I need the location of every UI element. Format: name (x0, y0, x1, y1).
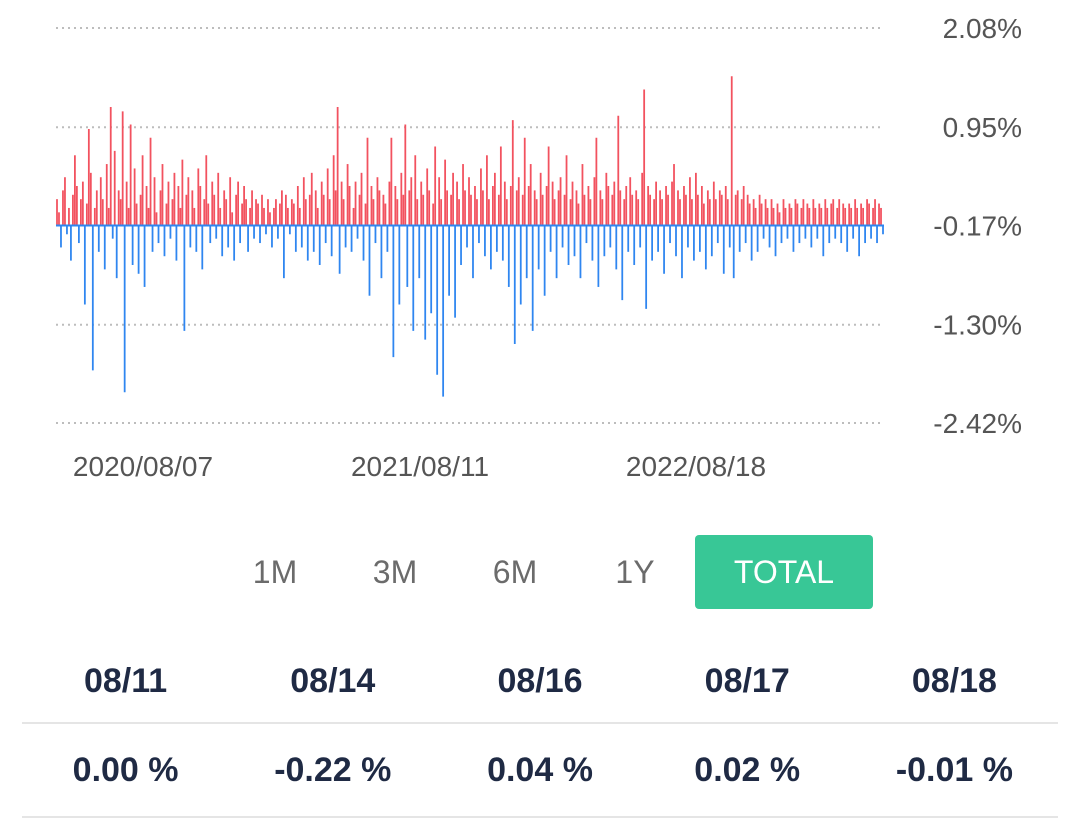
x-tick-label: 2021/08/11 (351, 451, 489, 482)
daily-change-chart: 2.08%0.95%-0.17%-1.30%-2.42% 2020/08/07 2… (56, 13, 1022, 482)
recent-changes-table: 08/11 08/14 08/16 08/17 08/18 0.00 % -0.… (22, 640, 1058, 818)
y-tick-label: -0.17% (933, 211, 1022, 242)
date-cell: 08/17 (704, 661, 790, 700)
date-cell: 08/18 (911, 661, 997, 700)
date-cell: 08/16 (497, 661, 583, 700)
value-cell: -0.22 % (274, 750, 392, 789)
period-3m-button[interactable]: 3M (372, 553, 418, 590)
period-1y-button[interactable]: 1Y (615, 553, 655, 590)
value-cell: 0.02 % (694, 750, 801, 789)
x-tick-label: 2020/08/07 (73, 451, 213, 482)
date-cell: 08/14 (290, 661, 376, 700)
period-1m-button[interactable]: 1M (252, 553, 298, 590)
value-row: 0.00 % -0.22 % 0.04 % 0.02 % -0.01 % (22, 722, 1058, 818)
chart-gridlines (56, 27, 884, 424)
y-tick-label: -2.42% (933, 408, 1022, 439)
chart-bars (56, 76, 884, 397)
date-row: 08/11 08/14 08/16 08/17 08/18 (22, 640, 1058, 722)
x-tick-label: 2022/08/18 (626, 451, 766, 482)
period-6m-button[interactable]: 6M (492, 553, 538, 590)
y-tick-label: 2.08% (943, 13, 1022, 44)
value-cell: 0.00 % (72, 750, 179, 789)
y-tick-label: 0.95% (943, 112, 1022, 143)
x-axis-labels: 2020/08/07 2021/08/11 2022/08/18 (73, 451, 766, 482)
value-cell: 0.04 % (487, 750, 593, 789)
y-tick-label: -1.30% (933, 310, 1022, 341)
value-cell: -0.01 % (895, 750, 1013, 789)
date-cell: 08/11 (83, 661, 168, 700)
period-selector: 1M 3M 6M 1Y TOTAL (215, 535, 873, 609)
y-axis-labels: 2.08% 0.95% -0.17% -1.30% -2.42% (933, 13, 1022, 439)
period-total-button[interactable]: TOTAL (695, 535, 873, 609)
